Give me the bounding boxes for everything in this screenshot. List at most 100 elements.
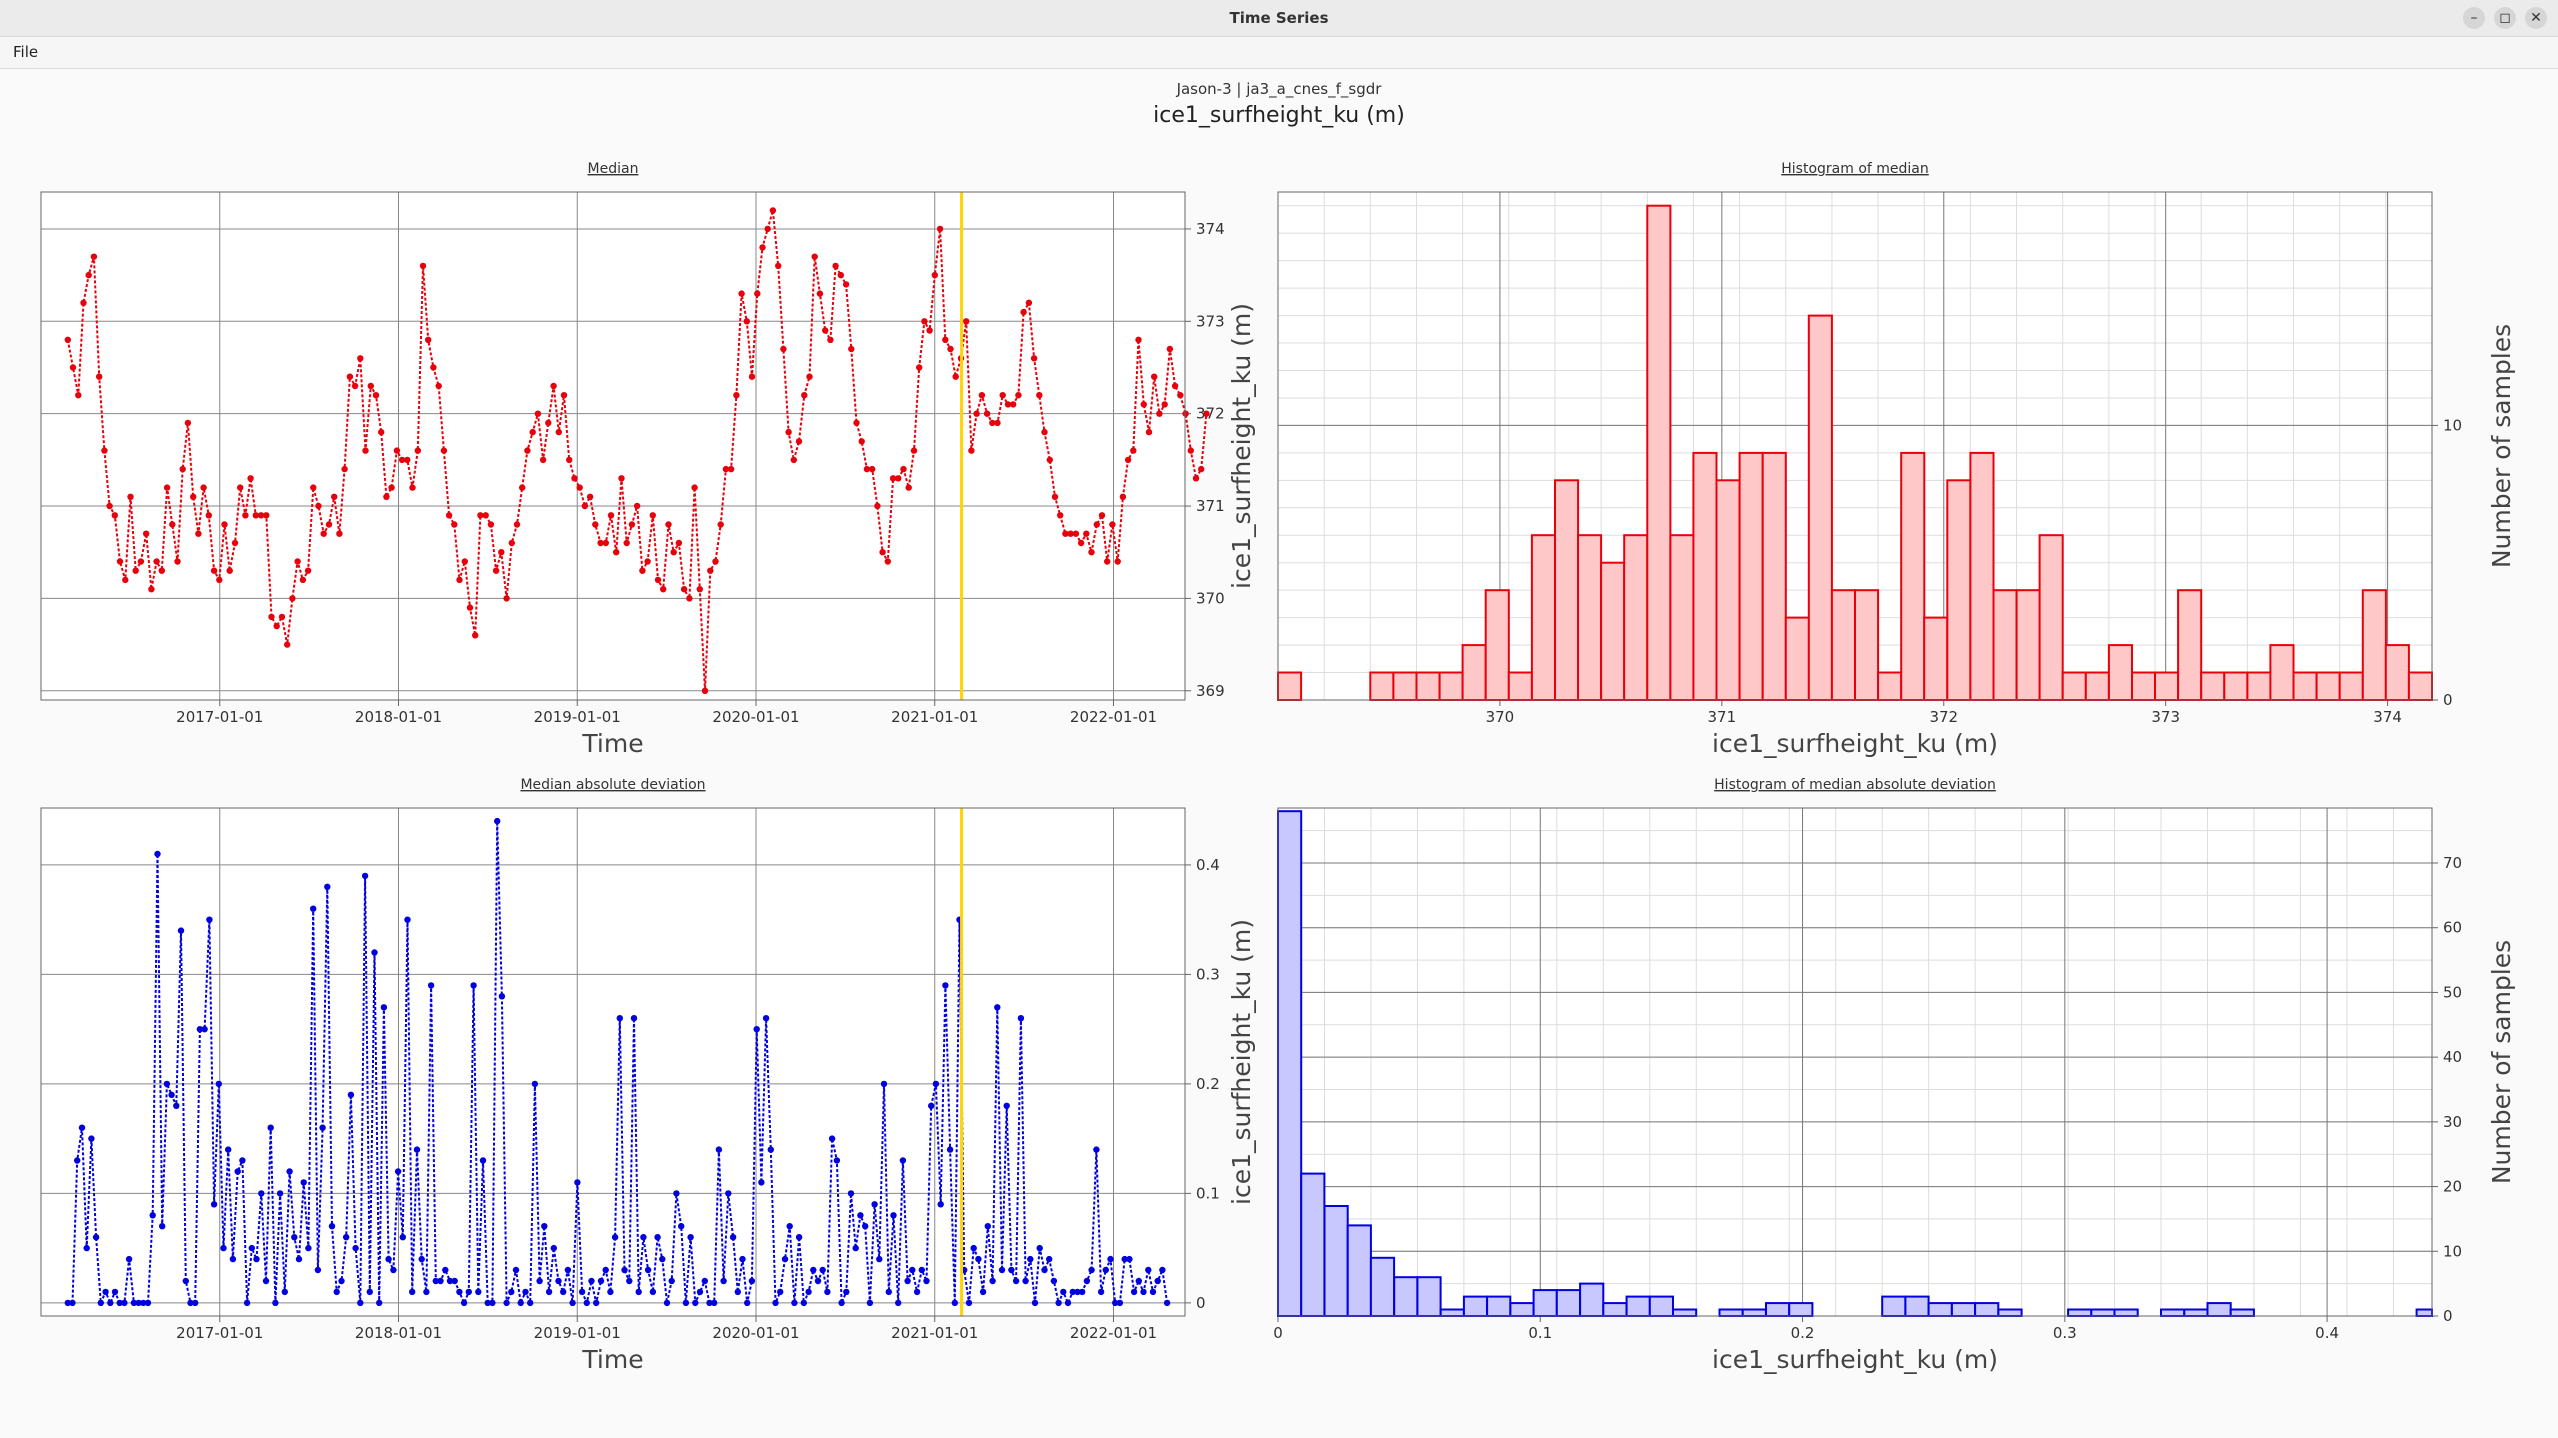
median-point <box>268 613 275 621</box>
median-point <box>801 392 808 399</box>
mad-point <box>314 1266 322 1274</box>
mad-chart <box>40 807 1191 1322</box>
median-point <box>1072 530 1080 537</box>
median-point <box>853 419 860 427</box>
mad-point <box>899 1157 907 1164</box>
mad-point <box>932 1080 940 1088</box>
mad-point <box>130 1299 138 1307</box>
mad-hist-x-tick-label: 0.1 <box>1528 1324 1552 1342</box>
mad-point <box>300 1179 307 1186</box>
mission-label: Jason-3 | ja3_a_cnes_f_sgdr <box>1176 80 1382 98</box>
median-point <box>785 428 792 436</box>
mad-point <box>1022 1277 1029 1285</box>
median-point <box>1036 392 1043 399</box>
median-hist-bar <box>1692 451 1718 701</box>
median-hist-bar <box>2084 671 2110 701</box>
mad-hist-bar <box>2415 1308 2434 1317</box>
median-point <box>874 502 881 510</box>
mad-point <box>876 1255 883 1263</box>
median-point <box>456 576 463 584</box>
median-hist-bar <box>2407 671 2433 701</box>
mad-point <box>121 1299 128 1307</box>
median-hist-bar <box>2177 589 2203 702</box>
mad-point <box>555 1277 562 1285</box>
median-point <box>586 493 594 500</box>
menu-file[interactable]: File <box>13 43 39 61</box>
median-point <box>132 567 139 574</box>
mad-point <box>701 1277 708 1285</box>
mad-point <box>168 1091 175 1099</box>
mad-point <box>1069 1288 1077 1296</box>
median-point <box>116 558 124 565</box>
mad-y-tick-label: 0.2 <box>1196 1075 1220 1093</box>
mad-point <box>649 1288 657 1296</box>
median-hist-bar <box>1507 671 1533 701</box>
mad-hist-y-axis-label: ice1_surfheight_ku (m) <box>1227 919 1256 1205</box>
median-hist-title: Histogram of median <box>1781 161 1929 177</box>
mad-point <box>885 1288 892 1296</box>
mad-hist-bar <box>1346 1224 1372 1318</box>
mad-point <box>399 1234 406 1241</box>
mad-point <box>937 1201 944 1208</box>
maximize-icon[interactable]: ◻ <box>2494 7 2516 29</box>
mad-hist-chart <box>1277 807 2438 1322</box>
mad-point <box>187 1299 194 1307</box>
median-hist-x-tick-label: 370 <box>1486 708 1515 726</box>
mad-hist-bar <box>1741 1308 1767 1317</box>
mad-point <box>734 1288 741 1296</box>
mad-point <box>545 1288 553 1296</box>
median-point <box>1104 558 1111 565</box>
median-point <box>153 558 160 565</box>
title-bar: Time Series – ◻ ✕ <box>0 0 2558 37</box>
median-point <box>926 327 933 334</box>
mad-point <box>800 1299 807 1307</box>
median-point <box>1088 549 1095 556</box>
mad-x-tick-label: 2022-01-01 <box>1070 1324 1157 1342</box>
mad-point <box>753 1026 760 1033</box>
median-hist-bar <box>1738 451 1764 701</box>
mad-point <box>1126 1255 1133 1263</box>
median-hist-bar <box>2038 534 2064 702</box>
mad-point <box>503 1299 510 1307</box>
mad-point <box>1145 1266 1152 1274</box>
mad-point <box>583 1299 590 1307</box>
mad-point <box>522 1288 529 1296</box>
mad-hist-bar <box>1904 1295 1930 1317</box>
mad-point <box>220 1244 227 1252</box>
mad-point <box>446 1277 454 1285</box>
median-point <box>607 512 615 519</box>
median-point <box>237 484 244 491</box>
mad-point <box>423 1288 430 1296</box>
mad-point <box>432 1277 439 1285</box>
median-point <box>393 447 401 454</box>
mad-point <box>64 1299 72 1307</box>
mad-point <box>578 1288 586 1296</box>
median-point <box>712 558 719 565</box>
minimize-icon[interactable]: – <box>2463 7 2485 29</box>
mad-point <box>305 1244 312 1252</box>
median-hist-bar <box>1415 671 1441 701</box>
median-point <box>884 558 891 565</box>
mad-point <box>456 1288 463 1296</box>
mad-point <box>715 1146 723 1153</box>
mad-point <box>682 1299 690 1307</box>
mad-hist-bar <box>2113 1308 2139 1317</box>
mad-point <box>442 1266 449 1274</box>
median-point <box>895 475 902 482</box>
median-point <box>597 539 604 547</box>
median-point <box>983 410 991 417</box>
mad-hist-bar <box>1765 1302 1791 1317</box>
mad-point <box>291 1234 298 1241</box>
mad-point <box>786 1223 793 1230</box>
mad-point <box>791 1299 798 1307</box>
mad-point <box>225 1146 232 1153</box>
median-point <box>842 281 850 288</box>
close-icon[interactable]: ✕ <box>2525 7 2547 29</box>
mad-point <box>206 916 213 923</box>
median-hist-bar <box>1807 314 1833 701</box>
mad-point <box>276 1190 284 1197</box>
median-point <box>660 586 667 593</box>
median-point <box>644 558 651 565</box>
mad-y-tick-label: 0.4 <box>1196 856 1220 874</box>
mad-point <box>607 1288 614 1296</box>
